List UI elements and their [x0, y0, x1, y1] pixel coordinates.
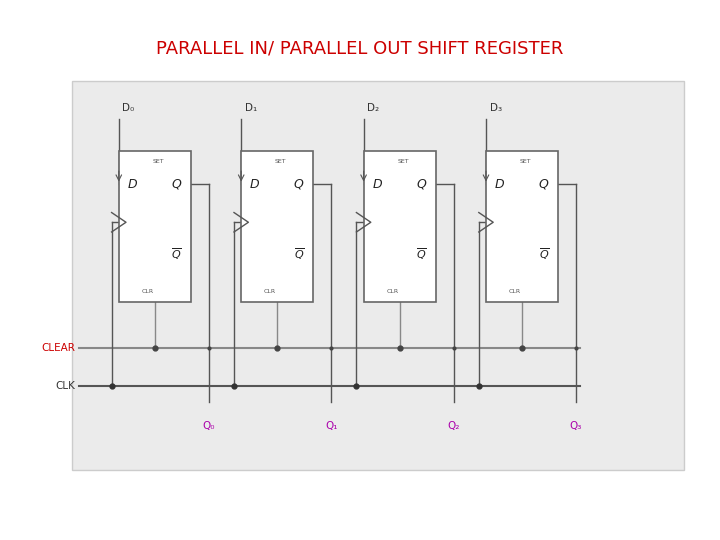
Text: $\overline{Q}$: $\overline{Q}$: [171, 246, 182, 262]
Text: Q₂: Q₂: [447, 421, 460, 431]
Text: D₀: D₀: [122, 103, 135, 113]
Text: CLK: CLK: [55, 381, 76, 391]
Text: D: D: [250, 178, 259, 191]
Bar: [364, 151, 436, 302]
Text: D: D: [495, 178, 504, 191]
Text: Q₀: Q₀: [202, 421, 215, 431]
Text: D: D: [127, 178, 137, 191]
Text: D₃: D₃: [490, 103, 502, 113]
Text: SET: SET: [275, 159, 287, 164]
Text: CLR: CLR: [509, 289, 521, 294]
Text: $\overline{Q}$: $\overline{Q}$: [416, 246, 427, 262]
Text: SET: SET: [520, 159, 531, 164]
Text: $\overline{Q}$: $\overline{Q}$: [294, 246, 305, 262]
Text: Q₁: Q₁: [325, 421, 338, 431]
Text: $\overline{Q}$: $\overline{Q}$: [539, 246, 549, 262]
Text: PARALLEL IN/ PARALLEL OUT SHIFT REGISTER: PARALLEL IN/ PARALLEL OUT SHIFT REGISTER: [156, 39, 564, 58]
Bar: [72, 81, 684, 470]
Text: SET: SET: [397, 159, 409, 164]
Bar: [486, 151, 558, 302]
Text: Q₃: Q₃: [570, 421, 582, 431]
Bar: [119, 151, 191, 302]
Text: D: D: [372, 178, 382, 191]
Text: $\mathit{Q}$: $\mathit{Q}$: [538, 178, 549, 192]
Text: CLR: CLR: [142, 289, 153, 294]
Text: D₂: D₂: [367, 103, 379, 113]
Text: D₁: D₁: [245, 103, 257, 113]
Text: CLEAR: CLEAR: [42, 343, 76, 353]
Text: $\mathit{Q}$: $\mathit{Q}$: [171, 178, 182, 192]
Bar: [241, 151, 313, 302]
Text: SET: SET: [153, 159, 164, 164]
Text: CLR: CLR: [387, 289, 398, 294]
Text: $\mathit{Q}$: $\mathit{Q}$: [293, 178, 305, 192]
Text: $\mathit{Q}$: $\mathit{Q}$: [415, 178, 427, 192]
Text: CLR: CLR: [264, 289, 276, 294]
